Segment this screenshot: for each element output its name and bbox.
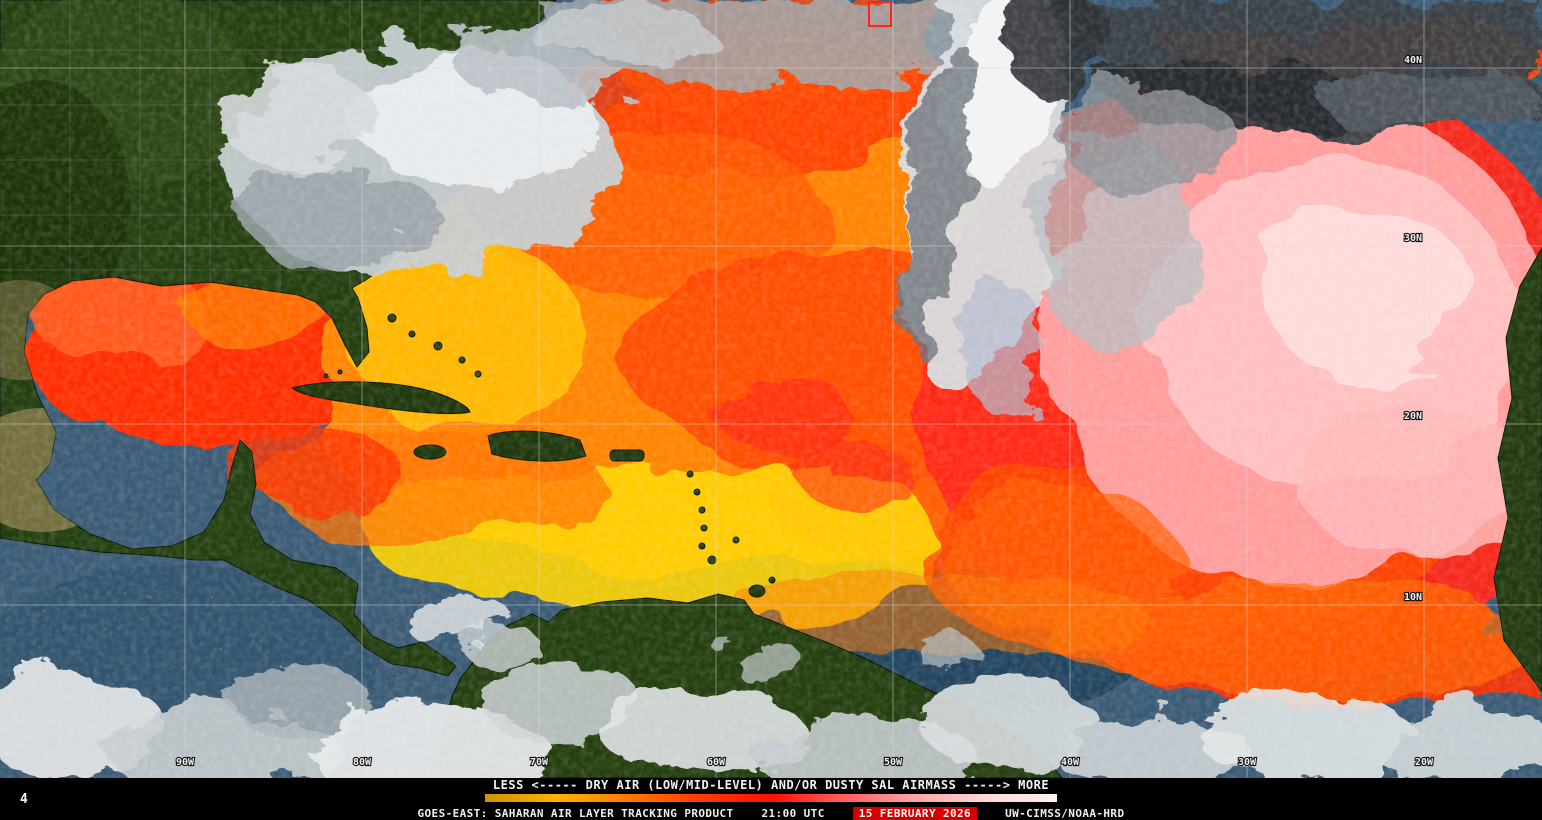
lon-label: 20W (1415, 757, 1434, 768)
frame-number: 4 (20, 792, 28, 807)
lon-label: 40W (1061, 757, 1080, 768)
lon-label: 30W (1238, 757, 1257, 768)
lat-label: 10N (1404, 592, 1422, 603)
lon-label: 50W (884, 757, 903, 768)
lon-label: 80W (353, 757, 372, 768)
caption-credit: UW-CIMSS/NOAA-HRD (1005, 806, 1125, 820)
caption-product: GOES-EAST: SAHARAN AIR LAYER TRACKING PR… (417, 806, 734, 820)
lat-label: 30N (1404, 233, 1422, 244)
lat-label: 20N (1404, 411, 1422, 422)
lon-label: 90W (176, 757, 195, 768)
image-grain (0, 0, 1542, 778)
lon-label: 60W (707, 757, 726, 768)
lon-label: 70W (530, 757, 549, 768)
legend: LESS <----- DRY AIR (LOW/MID-LEVEL) AND/… (0, 778, 1542, 806)
caption-bar: GOES-EAST: SAHARAN AIR LAYER TRACKING PR… (0, 806, 1542, 820)
legend-scale-label: LESS <----- DRY AIR (LOW/MID-LEVEL) AND/… (492, 778, 1050, 792)
legend-gradient-bar (485, 794, 1057, 802)
satellite-image: 90W 80W 70W 60W 50W 40W 30W 20W 40N 30N 20N 10N (0, 0, 1542, 778)
caption-time: 21:00 UTC (761, 806, 825, 820)
lat-label: 40N (1404, 55, 1422, 66)
caption-date: 15 FEBRUARY 2026 (852, 806, 978, 820)
red-box-artifact (868, 1, 892, 27)
satellite-map: 90W 80W 70W 60W 50W 40W 30W 20W 40N 30N 20N 10N (0, 0, 1542, 778)
grid-layer: 90W 80W 70W 60W 50W 40W 30W 20W 40N 30N 20N 10N (0, 0, 1542, 778)
